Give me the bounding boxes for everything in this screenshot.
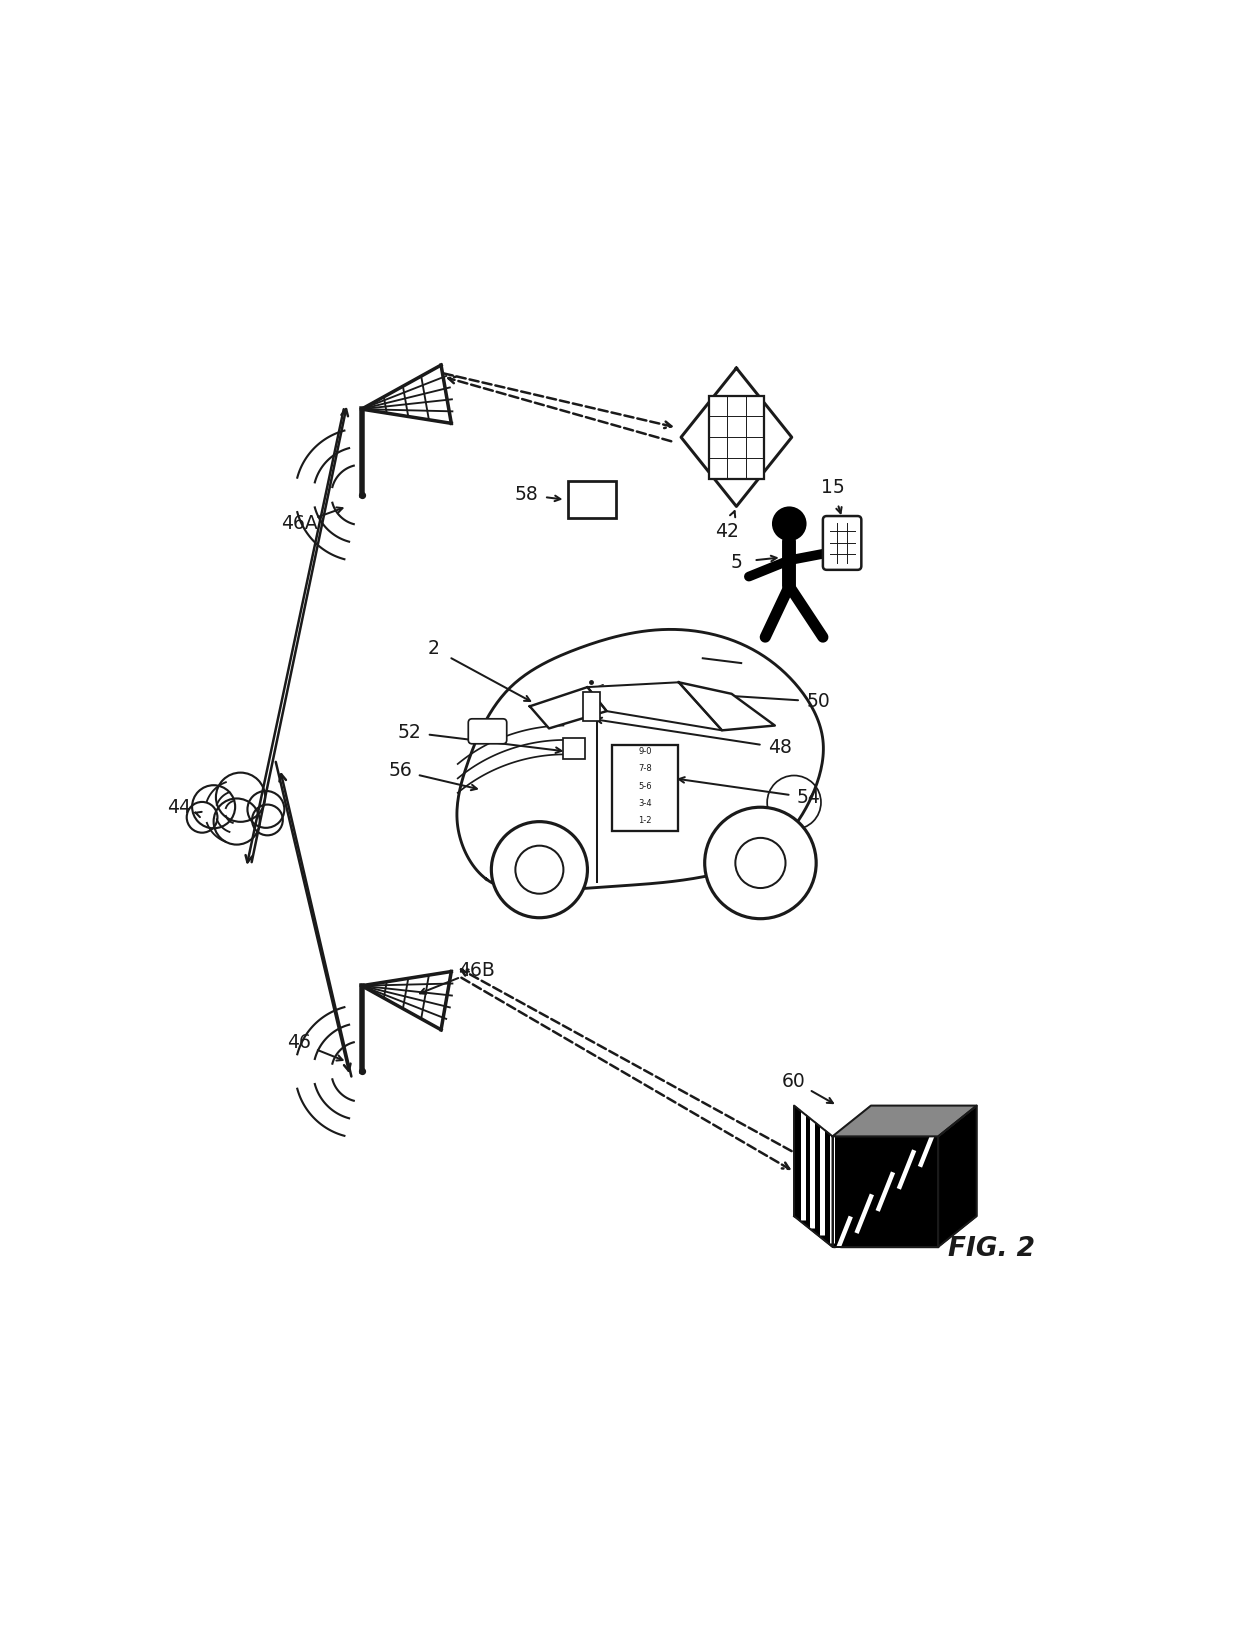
- Circle shape: [252, 805, 283, 835]
- Text: 9-0: 9-0: [639, 747, 652, 757]
- Circle shape: [248, 791, 284, 828]
- FancyBboxPatch shape: [469, 719, 507, 744]
- Text: 3-4: 3-4: [639, 799, 652, 809]
- Text: 15: 15: [821, 478, 844, 496]
- Text: 46: 46: [288, 1033, 311, 1053]
- Text: 1-2: 1-2: [639, 817, 652, 825]
- Circle shape: [187, 802, 217, 833]
- Polygon shape: [832, 1106, 977, 1136]
- Text: 46A: 46A: [280, 514, 317, 534]
- Circle shape: [491, 822, 588, 918]
- Circle shape: [192, 786, 236, 828]
- Text: 5: 5: [730, 553, 743, 571]
- Polygon shape: [678, 682, 775, 731]
- Bar: [583, 691, 600, 721]
- FancyBboxPatch shape: [823, 516, 862, 569]
- Bar: [568, 482, 616, 517]
- Polygon shape: [456, 630, 823, 892]
- Polygon shape: [588, 682, 722, 731]
- Text: 42: 42: [714, 522, 739, 540]
- Bar: [563, 739, 584, 760]
- Text: 60: 60: [782, 1072, 806, 1090]
- Text: 46B: 46B: [459, 962, 495, 979]
- Circle shape: [216, 773, 265, 822]
- Text: 52: 52: [398, 722, 422, 742]
- Bar: [613, 745, 678, 831]
- Polygon shape: [794, 1106, 832, 1246]
- Text: FIG. 2: FIG. 2: [947, 1237, 1034, 1263]
- Circle shape: [704, 807, 816, 919]
- Text: 2: 2: [428, 639, 440, 659]
- Text: 48: 48: [768, 739, 791, 757]
- Text: 5-6: 5-6: [639, 781, 652, 791]
- Circle shape: [213, 799, 259, 844]
- Circle shape: [773, 506, 806, 542]
- Polygon shape: [939, 1106, 977, 1246]
- Text: 7-8: 7-8: [639, 765, 652, 773]
- Text: 56: 56: [388, 761, 412, 781]
- Text: 50: 50: [806, 691, 830, 711]
- Text: 44: 44: [167, 797, 191, 817]
- Bar: [709, 395, 764, 478]
- Polygon shape: [832, 1136, 939, 1246]
- Text: 58: 58: [515, 485, 539, 504]
- Polygon shape: [529, 687, 606, 729]
- Text: 54: 54: [796, 787, 821, 807]
- Polygon shape: [681, 368, 792, 506]
